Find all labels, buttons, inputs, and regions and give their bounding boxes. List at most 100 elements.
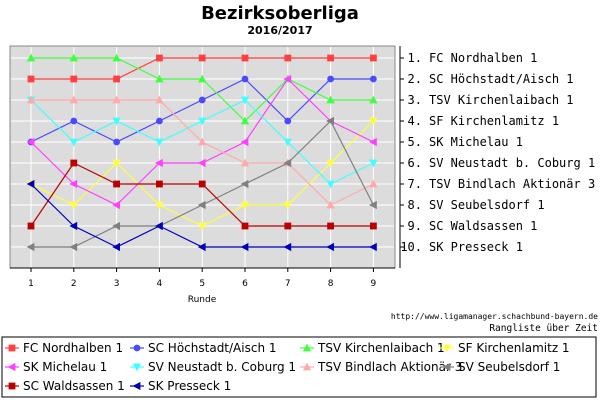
data-point — [240, 96, 250, 105]
data-point — [369, 117, 378, 126]
data-point — [113, 138, 120, 146]
data-point — [69, 221, 78, 231]
data-point — [198, 180, 206, 188]
data-point — [326, 180, 335, 189]
data-point — [155, 117, 163, 125]
data-point — [155, 221, 163, 231]
rank-label: SC Waldsassen 1 — [429, 219, 537, 233]
rank-number: 7. — [408, 177, 422, 191]
rank-label: FC Nordhalben 1 — [429, 51, 537, 65]
data-point — [369, 54, 377, 62]
data-point — [240, 242, 249, 252]
rank-number: 1. — [408, 51, 422, 65]
data-point — [197, 158, 206, 168]
data-point — [327, 75, 335, 83]
series-lines — [26, 53, 378, 252]
data-point — [69, 242, 78, 252]
data-point — [326, 242, 335, 252]
legend-label: SK Michelau 1 — [23, 360, 107, 374]
data-point — [241, 54, 249, 62]
rank-number: 4. — [408, 114, 422, 128]
data-point — [132, 381, 141, 391]
data-point — [326, 200, 335, 209]
series-5 — [26, 74, 377, 210]
data-point — [283, 201, 292, 210]
data-point — [240, 158, 250, 167]
data-point — [369, 95, 378, 104]
data-point — [70, 75, 78, 83]
data-point — [442, 362, 451, 372]
data-point — [155, 54, 163, 62]
chart-title: Bezirksoberliga — [201, 3, 359, 24]
data-point — [112, 242, 120, 252]
data-point — [27, 222, 35, 230]
rank-labels: 1. FC Nordhalben 1 2. SC Höchstadt/Aisch 1 3… — [400, 51, 595, 254]
data-point — [240, 201, 250, 210]
rank-number: 10. — [400, 240, 422, 254]
data-point — [284, 117, 292, 125]
data-point — [26, 242, 35, 252]
rank-label: SC Höchstadt/Aisch 1 — [429, 72, 574, 86]
legend-label: SV Neustadt b. Coburg 1 — [148, 360, 296, 374]
data-point — [113, 180, 120, 188]
data-point — [155, 180, 163, 188]
data-point — [70, 159, 78, 167]
data-point — [240, 116, 250, 125]
data-point — [198, 96, 206, 104]
data-point — [69, 138, 78, 147]
data-point — [70, 117, 78, 125]
data-point — [241, 222, 249, 230]
x-tick-label: 2 — [71, 279, 77, 289]
series-10 — [26, 179, 377, 252]
data-point — [132, 363, 142, 372]
data-point — [155, 201, 164, 210]
legend-item: SF Kirchenlamitz 1 — [440, 341, 570, 355]
legend-item: TSV Kirchenlaibach 1 — [300, 341, 445, 355]
data-point — [369, 137, 377, 147]
rank-number: 9. — [408, 219, 422, 233]
data-point — [369, 159, 378, 168]
legend-label: SK Presseck 1 — [148, 379, 231, 393]
data-point — [284, 222, 292, 230]
data-point — [112, 117, 121, 126]
legend-item: FC Nordhalben 1 — [5, 341, 123, 355]
rank-number: 6. — [408, 156, 422, 170]
legend-label: TSV Bindlach Aktionär 3 — [317, 360, 462, 374]
data-point — [302, 362, 312, 371]
data-point — [26, 137, 35, 147]
data-point — [283, 74, 292, 84]
data-point — [69, 53, 78, 62]
rank-number: 2. — [408, 72, 422, 86]
legend: FC Nordhalben 1 SC Höchstadt/Aisch 1 TSV K… — [5, 341, 570, 393]
rank-label: SV Neustadt b. Coburg 1 — [429, 156, 595, 170]
legend-item: TSV Bindlach Aktionär 3 — [300, 360, 462, 374]
data-point — [112, 200, 120, 210]
data-point — [240, 179, 249, 189]
data-point — [155, 74, 164, 83]
data-point — [369, 242, 377, 252]
data-point — [198, 137, 207, 146]
legend-item: SK Presseck 1 — [130, 379, 231, 393]
footnote: Rangliste über Zeit — [489, 323, 598, 334]
rank-number: 8. — [408, 198, 422, 212]
x-tick-label: 3 — [114, 279, 120, 289]
rank-label: SK Presseck 1 — [429, 240, 523, 254]
rank-label: SK Michelau 1 — [429, 135, 523, 149]
data-point — [326, 116, 335, 126]
x-tick-label: 6 — [242, 279, 248, 289]
data-point — [7, 362, 16, 372]
data-point — [369, 75, 377, 83]
rank-label: TSV Kirchenlaibach 1 — [429, 93, 574, 107]
data-point — [302, 343, 312, 352]
source-url: http://www.ligamanager.schachbund-bayern… — [391, 312, 598, 321]
data-point — [327, 222, 335, 230]
x-tick-label: 1 — [28, 279, 34, 289]
data-point — [369, 200, 377, 210]
rank-label: SF Kirchenlamitz 1 — [429, 114, 559, 128]
data-point — [113, 75, 120, 83]
data-point — [8, 344, 16, 352]
data-point — [283, 138, 292, 147]
x-tick-label: 7 — [285, 279, 291, 289]
data-point — [197, 242, 206, 252]
data-point — [283, 158, 292, 168]
